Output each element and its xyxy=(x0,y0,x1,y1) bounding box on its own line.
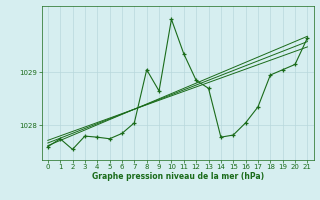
X-axis label: Graphe pression niveau de la mer (hPa): Graphe pression niveau de la mer (hPa) xyxy=(92,172,264,181)
